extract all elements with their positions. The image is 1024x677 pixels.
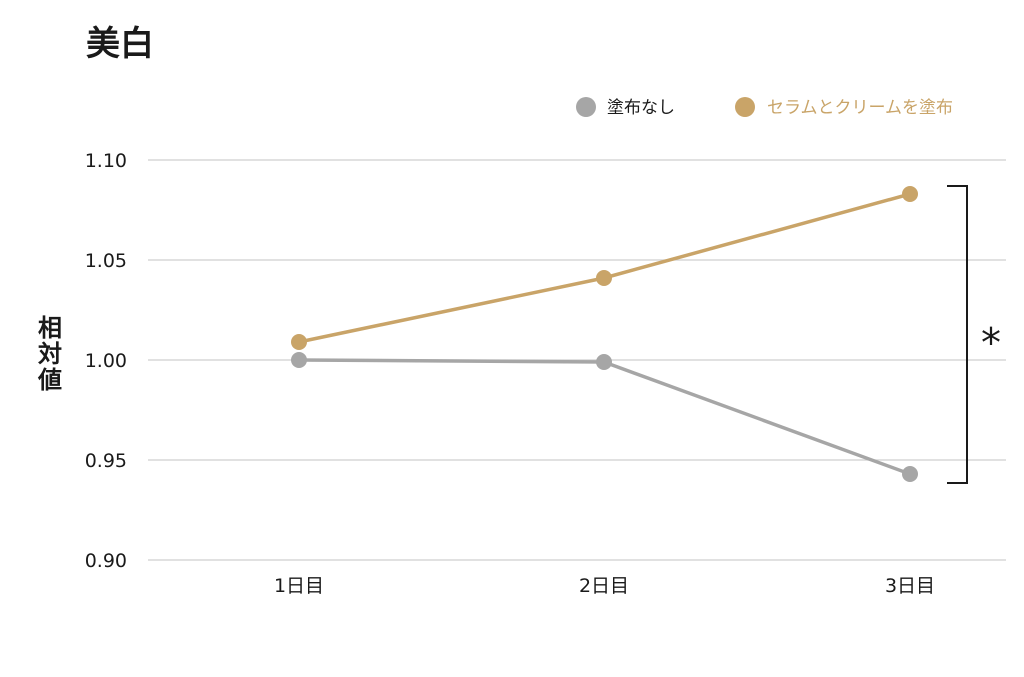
legend: 塗布なし セラムとクリームを塗布 (576, 97, 953, 118)
y-tick-label: 0.95 (85, 450, 127, 472)
significance-annotation: * (947, 185, 1001, 484)
data-point (596, 354, 612, 370)
series-layer (291, 186, 918, 482)
legend-label-serum-cream: セラムとクリームを塗布 (767, 97, 953, 118)
y-tick-labels: 1.10 1.05 1.00 0.95 0.90 (85, 150, 127, 572)
chart-title: 美白 (86, 24, 154, 64)
series-line (298, 192, 911, 344)
y-axis-label-char-2: 対 (38, 340, 62, 368)
y-tick-label: 1.05 (85, 250, 127, 272)
legend-item-no-application: 塗布なし (576, 97, 675, 118)
series-serum-cream (291, 186, 918, 350)
legend-label-no-application: 塗布なし (607, 97, 675, 118)
legend-marker-no-application (576, 97, 596, 117)
x-tick-labels: 1日目 2日目 3日目 (274, 575, 935, 597)
significance-mark: * (981, 321, 1001, 367)
data-point (596, 270, 612, 286)
y-tick-label: 1.00 (85, 350, 127, 372)
y-axis-label-char-1: 相 (38, 314, 62, 342)
legend-marker-serum-cream (735, 97, 755, 117)
y-tick-label: 0.90 (85, 550, 127, 572)
y-axis-label-char-3: 値 (37, 366, 62, 394)
x-tick-label: 1日目 (274, 575, 324, 597)
grid (148, 159, 1006, 561)
legend-item-serum-cream: セラムとクリームを塗布 (735, 97, 953, 118)
data-point (902, 466, 918, 482)
x-tick-label: 3日目 (885, 575, 935, 597)
y-axis-label: 相 対 値 (37, 314, 62, 394)
series-line (298, 358, 911, 476)
x-tick-label: 2日目 (579, 575, 629, 597)
series-no-application (291, 352, 918, 482)
data-point (902, 186, 918, 202)
data-point (291, 352, 307, 368)
data-point (291, 334, 307, 350)
y-tick-label: 1.10 (85, 150, 127, 172)
significance-bracket (947, 185, 968, 484)
